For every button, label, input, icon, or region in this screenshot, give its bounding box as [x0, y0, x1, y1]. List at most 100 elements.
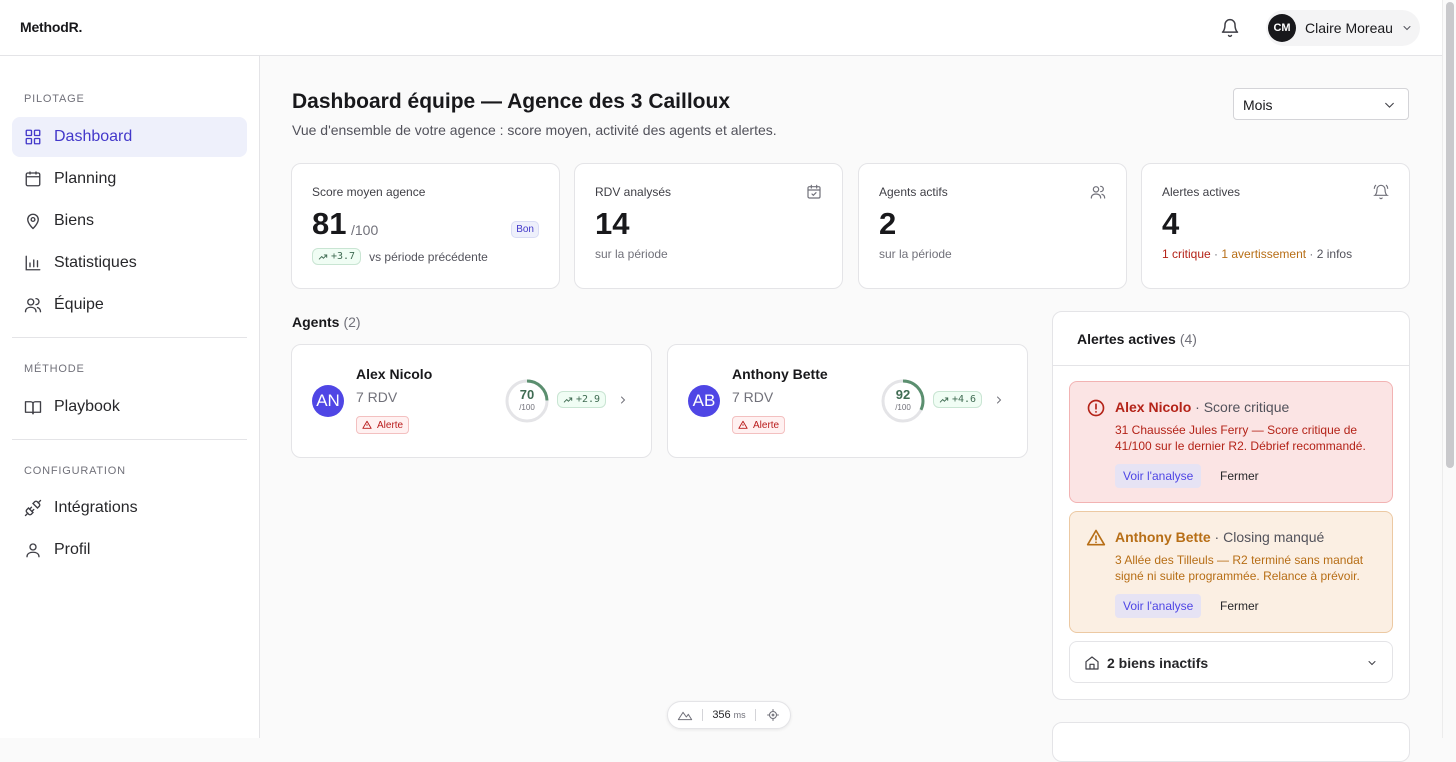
dismiss-button[interactable]: Fermer	[1220, 469, 1259, 483]
divider	[702, 709, 704, 721]
section-label-methode: MÉTHODE	[24, 363, 85, 375]
section-label-pilotage: PILOTAGE	[24, 93, 85, 105]
kpi-card-rdv: RDV analysés 14 sur la période	[574, 163, 843, 289]
agent-name: Anthony Bette	[732, 366, 828, 382]
view-analysis-button[interactable]: Voir l'analyse	[1115, 464, 1202, 488]
sidebar-item-integrations[interactable]: Intégrations	[12, 488, 247, 528]
sidebar-item-dashboard[interactable]: Dashboard	[12, 117, 247, 157]
bell-icon[interactable]	[1220, 18, 1240, 38]
alerts-heading-label: Alertes actives	[1077, 331, 1176, 347]
alert-agent: Alex Nicolo	[1115, 399, 1192, 415]
sidebar-item-label: Playbook	[54, 398, 120, 415]
sidebar-item-label: Statistiques	[54, 254, 137, 271]
kpi-card-score: Score moyen agence 81 /100 Bon +3.7 vs p…	[291, 163, 560, 289]
users-icon	[24, 297, 42, 313]
alert-badge-label: Alerte	[753, 419, 780, 431]
inactive-properties-toggle[interactable]: 2 biens inactifs	[1069, 641, 1393, 683]
chevron-down-icon	[1403, 26, 1411, 31]
alert-warning: Anthony Bette · Closing manqué 3 Allée d…	[1069, 511, 1393, 633]
agents-heading-label: Agents	[292, 314, 340, 330]
home-icon	[1085, 656, 1099, 670]
sidebar-item-biens[interactable]: Biens	[12, 201, 247, 241]
alert-count-warning: 1 avertissement	[1221, 247, 1307, 261]
sidebar-divider	[12, 337, 247, 338]
user-menu[interactable]: CM Claire Moreau	[1266, 10, 1420, 46]
trend-value: +4.6	[952, 394, 977, 405]
separator: ·	[1306, 247, 1317, 261]
period-select[interactable]: Mois	[1233, 88, 1409, 120]
alert-description: 3 Allée des Tilleuls — R2 terminé sans m…	[1115, 553, 1364, 583]
scrollbar-thumb[interactable]	[1446, 2, 1454, 468]
avatar: AN	[312, 385, 344, 417]
sidebar-item-label: Planning	[54, 170, 117, 187]
gauge-value: 92	[895, 387, 911, 402]
kpi-sub: sur la période	[595, 247, 668, 261]
alert-kind: · Score critique	[1191, 399, 1290, 415]
chevron-down-icon	[1368, 661, 1376, 666]
trend-value: +2.9	[576, 394, 601, 405]
kpi-label: RDV analysés	[595, 185, 672, 199]
gauge-arc	[881, 379, 925, 423]
kpi-value: 2	[879, 206, 897, 241]
sidebar-item-label: Profil	[54, 541, 91, 558]
kpi-label: Alertes actives	[1162, 185, 1241, 199]
warning-icon	[362, 420, 372, 429]
alert-title: Anthony Bette · Closing manqué	[1115, 529, 1324, 545]
divider	[1053, 365, 1409, 366]
sidebar-item-playbook[interactable]: Playbook	[12, 387, 247, 427]
kpi-label: Agents actifs	[879, 185, 948, 199]
page-subtitle: Vue d'ensemble de votre agence : score m…	[292, 122, 777, 138]
agents-heading: Agents (2)	[292, 314, 361, 330]
page-title: Dashboard équipe — Agence des 3 Cailloux	[292, 90, 730, 113]
calendar-icon	[25, 171, 41, 187]
bar-chart-icon	[25, 255, 41, 271]
separator: ·	[1210, 247, 1222, 261]
users-icon	[1090, 185, 1106, 199]
trend-value: +3.7	[331, 251, 356, 262]
sidebar: PILOTAGE Dashboard Planning Biens Statis…	[0, 56, 260, 738]
inactive-properties-label: 2 biens inactifs	[1107, 655, 1209, 671]
sidebar-item-planning[interactable]: Planning	[12, 159, 247, 199]
kpi-sub: sur la période	[879, 247, 952, 261]
sidebar-item-profil[interactable]: Profil	[12, 530, 247, 570]
plug-icon	[24, 499, 42, 517]
alert-description: 31 Chaussée Jules Ferry — Score critique…	[1115, 423, 1366, 453]
scrollbar[interactable]	[1442, 0, 1456, 738]
perf-unit: ms	[733, 710, 746, 720]
calendar-check-icon	[807, 184, 821, 199]
agent-card[interactable]: AB Anthony Bette 7 RDV Alerte 92 /100 +4…	[667, 344, 1028, 458]
app-logo[interactable]: MethodR.	[20, 19, 83, 35]
status-badge: Bon	[511, 221, 539, 238]
sidebar-item-label: Équipe	[54, 296, 104, 313]
crosshair-icon	[766, 709, 779, 721]
sidebar-item-statistiques[interactable]: Statistiques	[12, 243, 247, 283]
grid-icon	[25, 129, 41, 145]
alerts-heading: Alertes actives (4)	[1077, 331, 1197, 347]
chevron-down-icon	[1385, 102, 1394, 108]
sidebar-item-equipe[interactable]: Équipe	[12, 285, 247, 325]
kpi-card-agents: Agents actifs 2 sur la période	[858, 163, 1127, 289]
next-card	[1052, 722, 1410, 762]
sidebar-item-label: Intégrations	[54, 499, 138, 516]
alert-badge: Alerte	[732, 416, 786, 434]
agent-name: Alex Nicolo	[356, 366, 433, 382]
alerts-count: (4)	[1179, 331, 1197, 347]
book-icon	[24, 401, 42, 415]
kpi-card-alerts: Alertes actives 4 1 critique · 1 avertis…	[1141, 163, 1410, 289]
agent-card[interactable]: AN Alex Nicolo 7 RDV Alerte 70 /100 +2.9	[291, 344, 652, 458]
perf-indicator[interactable]: 356 ms	[667, 701, 791, 729]
score-gauge: 92 /100	[880, 378, 926, 424]
perf-value: 356	[712, 709, 731, 721]
view-analysis-button[interactable]: Voir l'analyse	[1115, 594, 1202, 618]
section-label-configuration: CONFIGURATION	[24, 465, 126, 477]
dismiss-button[interactable]: Fermer	[1220, 599, 1259, 613]
alert-badge: Alerte	[356, 416, 410, 434]
alert-count-info: 2 infos	[1316, 247, 1353, 261]
gauge-unit: /100	[895, 403, 911, 412]
alert-badge-label: Alerte	[377, 419, 404, 431]
warning-icon	[738, 420, 748, 429]
alert-breakdown: 1 critique · 1 avertissement · 2 infos	[1162, 247, 1352, 261]
gauge-unit: /100	[519, 403, 535, 412]
agent-rdv-count: 7 RDV	[732, 389, 774, 405]
alert-agent: Anthony Bette	[1115, 529, 1211, 545]
